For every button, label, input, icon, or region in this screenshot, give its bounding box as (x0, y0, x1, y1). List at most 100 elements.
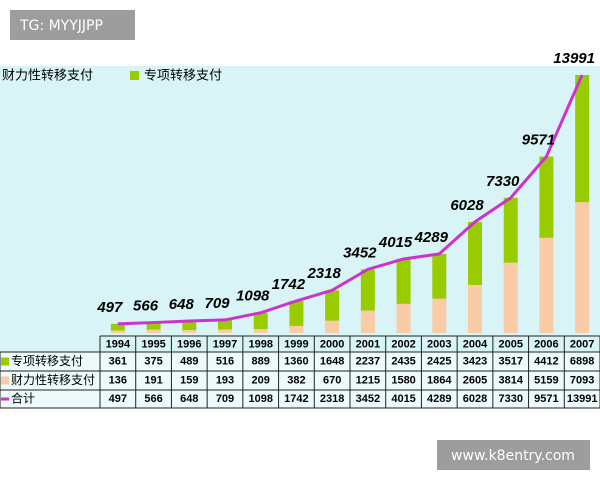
legend-swatch (1, 376, 9, 385)
data-label: 2318 (306, 265, 341, 282)
table-cell: 709 (216, 393, 234, 405)
x-tick-label: 1994 (106, 338, 131, 350)
x-tick-label: 2002 (391, 338, 415, 350)
bar (110, 330, 125, 333)
table-cell: 136 (109, 374, 127, 386)
table-cell: 1215 (356, 374, 380, 386)
table-cell: 4289 (427, 393, 451, 405)
table-cell: 3423 (463, 355, 487, 367)
table-cell: 9571 (534, 393, 558, 405)
table-cell: 648 (180, 393, 198, 405)
data-label: 6028 (450, 197, 484, 214)
row-label: 财力性转移支付 (11, 372, 95, 387)
table-cell: 159 (180, 374, 198, 386)
table-cell: 361 (109, 355, 127, 367)
data-label: 4289 (414, 229, 449, 246)
data-label: 566 (133, 298, 159, 315)
table-cell: 2605 (463, 374, 487, 386)
table-cell: 2318 (320, 393, 344, 405)
table-cell: 1864 (427, 374, 452, 386)
data-label: 1742 (272, 276, 306, 293)
bar (432, 253, 447, 299)
bar (182, 330, 197, 333)
bar (289, 300, 304, 326)
watermark: TG: MYYJJPP (19, 18, 103, 34)
watermark-box (10, 10, 135, 40)
table-cell: 7330 (498, 393, 522, 405)
bar (432, 298, 447, 333)
bar (110, 323, 125, 331)
table-cell: 516 (216, 355, 234, 367)
table-cell: 489 (180, 355, 198, 367)
row-label: 合计 (11, 391, 35, 406)
data-label: 7330 (486, 173, 520, 190)
bar (146, 329, 161, 333)
bar (360, 269, 375, 311)
x-tick-label: 1997 (213, 338, 237, 350)
x-tick-label: 2003 (427, 338, 451, 350)
table-cell: 2435 (391, 355, 415, 367)
table-cell: 7093 (570, 374, 594, 386)
bar (396, 258, 411, 304)
bar (575, 75, 590, 203)
data-label: 648 (169, 296, 195, 313)
table-cell: 1098 (248, 393, 272, 405)
table-cell: 889 (252, 355, 270, 367)
table-cell: 670 (323, 374, 341, 386)
data-label: 9571 (522, 131, 555, 148)
x-tick-label: 2007 (570, 338, 594, 350)
watermark-box (437, 440, 590, 470)
table-cell: 1360 (284, 355, 308, 367)
x-tick-label: 1995 (141, 338, 165, 350)
data-label: 709 (204, 295, 230, 312)
table-cell: 209 (252, 374, 270, 386)
bar (253, 329, 268, 333)
table-cell: 2425 (427, 355, 451, 367)
bar (468, 284, 482, 333)
table-cell: 497 (109, 393, 127, 405)
bar (539, 156, 554, 238)
legend-label: 专项转移支付 (144, 69, 222, 84)
bar (396, 303, 411, 333)
bar (146, 322, 161, 330)
x-tick-label: 2001 (356, 338, 380, 350)
table-cell: 375 (144, 355, 162, 367)
table-cell: 191 (144, 374, 162, 386)
legend-swatch (130, 71, 139, 80)
table-cell: 382 (287, 374, 305, 386)
bar (218, 319, 232, 330)
table-cell: 6028 (463, 393, 487, 405)
table-cell: 13991 (567, 393, 598, 405)
bar (325, 290, 340, 321)
x-tick-label: 2000 (320, 338, 344, 350)
bar (289, 325, 304, 333)
line (117, 74, 584, 326)
bar (575, 202, 590, 333)
bar (182, 321, 197, 331)
table-cell: 3452 (356, 393, 380, 405)
table-cell: 1648 (320, 355, 344, 367)
data-label: 3452 (343, 244, 377, 261)
bar (468, 221, 482, 285)
legend-swatch (1, 357, 9, 366)
x-tick-label: 2006 (534, 338, 558, 350)
bar (360, 310, 375, 333)
table-cell: 5159 (534, 374, 558, 386)
x-tick-label: 1998 (248, 338, 272, 350)
data-label: 13991 (553, 50, 595, 67)
bar (503, 262, 518, 333)
data-label: 1098 (236, 288, 270, 305)
x-tick-label: 1999 (284, 338, 308, 350)
row-label: 专项转移支付 (11, 353, 83, 368)
table-cell: 3814 (498, 374, 523, 386)
table-cell: 193 (216, 374, 234, 386)
table-cell: 1580 (391, 374, 415, 386)
table-cell: 2237 (356, 355, 380, 367)
legend-label: 财力性转移支付 (2, 69, 93, 84)
table-cell: 3517 (498, 355, 522, 367)
table-cell: 6898 (570, 355, 594, 367)
bar (218, 329, 232, 333)
x-tick-label: 2004 (463, 338, 488, 350)
x-tick-label: 2005 (498, 338, 522, 350)
